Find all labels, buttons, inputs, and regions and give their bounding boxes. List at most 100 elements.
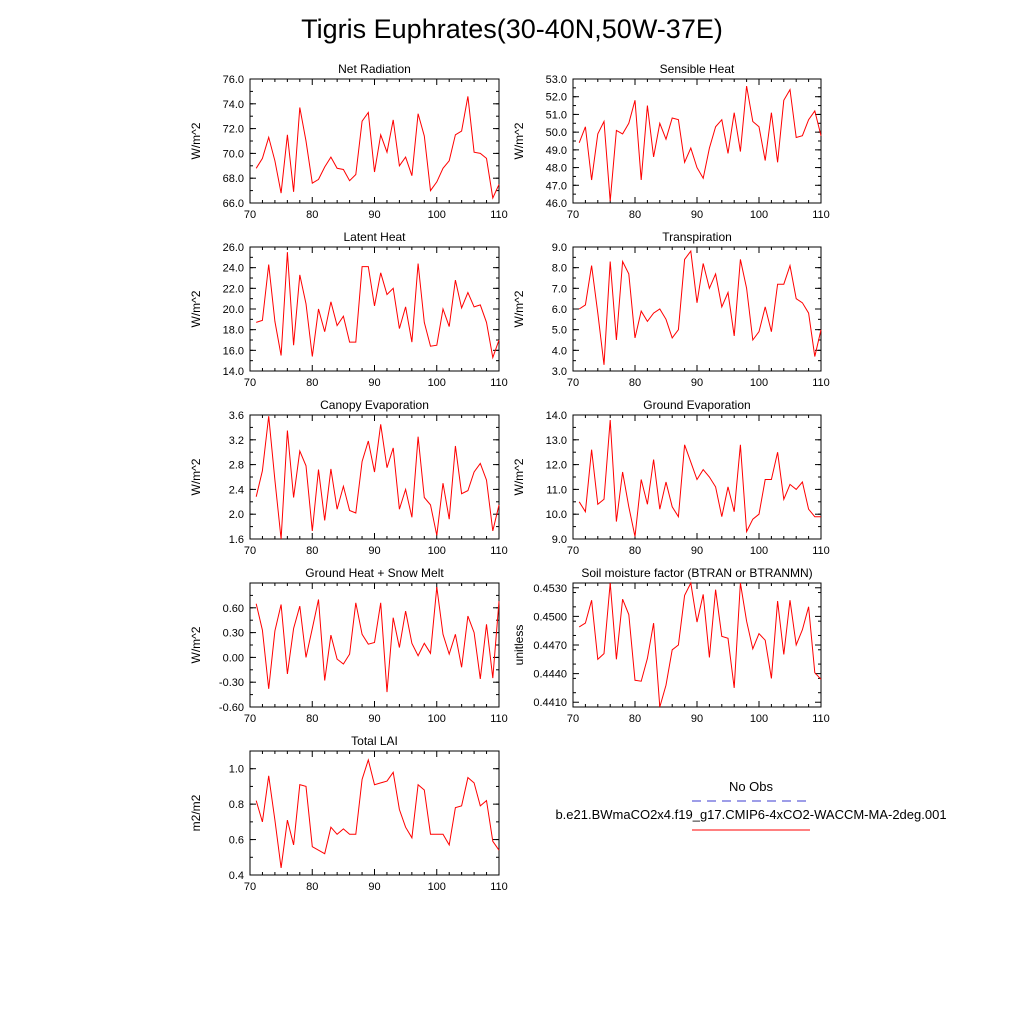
y-tick-label: 0.30 xyxy=(223,628,244,640)
plot-frame xyxy=(249,78,500,204)
chart-panels: Net Radiation W/m^2 70 80 90 100 110 66.0 68.0 70… xyxy=(189,62,830,893)
x-tick-label: 80 xyxy=(629,209,641,221)
x-tick-label: 100 xyxy=(428,713,446,725)
x-tick-label: 70 xyxy=(567,713,579,725)
chart-title: Sensible Heat xyxy=(660,62,735,76)
x-tick-label: 70 xyxy=(244,209,256,221)
series-line xyxy=(578,419,821,537)
y-tick-label: 13.0 xyxy=(546,435,567,447)
y-tick-label: 14.0 xyxy=(223,366,244,378)
y-tick-label: 24.0 xyxy=(223,263,244,275)
y-tick-label: 7.0 xyxy=(552,283,567,295)
series-line xyxy=(255,587,500,693)
y-tick-label: 70.0 xyxy=(223,148,244,160)
y-axis-label: W/m^2 xyxy=(189,290,203,327)
x-tick-label: 90 xyxy=(691,377,703,389)
plot-frame xyxy=(572,78,822,204)
x-tick-label: 110 xyxy=(490,377,508,389)
y-tick-label: 74.0 xyxy=(223,99,244,111)
x-tick-label: 110 xyxy=(812,377,830,389)
x-tick-label: 90 xyxy=(368,881,380,893)
x-tick-label: 90 xyxy=(368,377,380,389)
y-axis-label: W/m^2 xyxy=(189,122,203,159)
x-tick-label: 100 xyxy=(750,713,768,725)
chart-panel-total-lai: Total LAI m2/m2 70 80 90 100 110 0.4 0.6 0.8 1.0 xyxy=(189,734,508,893)
y-tick-label: 18.0 xyxy=(223,325,244,337)
y-tick-label: 0.4530 xyxy=(533,583,567,595)
legend: No Obs b.e21.BWmaCO2x4.f19_g17.CMIP6-4xC… xyxy=(555,779,947,831)
y-tick-label: 26.0 xyxy=(223,242,244,254)
legend-label-model-run: b.e21.BWmaCO2x4.f19_g17.CMIP6-4xCO2-WACC… xyxy=(555,807,946,822)
y-tick-label: 53.0 xyxy=(546,74,567,86)
chart-panel-canopy-evaporation: Canopy Evaporation W/m^2 70 80 90 100 110 1.6 2.… xyxy=(189,398,508,557)
x-tick-label: 110 xyxy=(490,209,508,221)
chart-title: Total LAI xyxy=(351,734,398,748)
y-tick-label: 16.0 xyxy=(223,345,244,357)
y-tick-label: 46.0 xyxy=(546,198,567,210)
y-tick-label: -0.60 xyxy=(219,702,244,714)
chart-title: Soil moisture factor (BTRAN or BTRANMN) xyxy=(581,566,812,580)
y-tick-label: 8.0 xyxy=(552,263,567,275)
y-tick-label: 0.6 xyxy=(229,835,244,847)
y-tick-label: 4.0 xyxy=(552,345,567,357)
chart-title: Ground Heat + Snow Melt xyxy=(305,566,444,580)
y-tick-label: 0.8 xyxy=(229,799,244,811)
y-tick-label: 2.4 xyxy=(229,484,244,496)
x-tick-label: 70 xyxy=(244,713,256,725)
y-tick-label: 9.0 xyxy=(552,534,567,546)
y-tick-label: 0.60 xyxy=(223,603,244,615)
x-tick-label: 70 xyxy=(244,881,256,893)
x-tick-label: 70 xyxy=(567,209,579,221)
y-tick-label: 0.4410 xyxy=(533,697,567,709)
y-tick-label: 20.0 xyxy=(223,304,244,316)
y-tick-label: 51.0 xyxy=(546,109,567,121)
series-line xyxy=(255,416,500,540)
x-tick-label: 80 xyxy=(306,713,318,725)
x-tick-label: 110 xyxy=(490,713,508,725)
y-tick-label: 0.00 xyxy=(223,652,244,664)
page-title: Tigris Euphrates(30-40N,50W-37E) xyxy=(301,14,723,44)
chart-title: Ground Evaporation xyxy=(643,398,750,412)
y-axis-label: W/m^2 xyxy=(512,122,526,159)
x-tick-label: 110 xyxy=(812,545,830,557)
y-tick-label: 0.4440 xyxy=(533,669,567,681)
x-tick-label: 90 xyxy=(368,713,380,725)
x-tick-label: 90 xyxy=(368,209,380,221)
legend-label-no-obs: No Obs xyxy=(729,779,774,794)
x-tick-label: 70 xyxy=(244,377,256,389)
y-tick-label: 3.0 xyxy=(552,366,567,378)
chart-panel-ground-evaporation: Ground Evaporation W/m^2 70 80 90 100 110 9.0 10… xyxy=(512,398,830,557)
x-tick-label: 80 xyxy=(306,881,318,893)
x-tick-label: 70 xyxy=(244,545,256,557)
plot-frame xyxy=(572,582,822,708)
y-tick-label: 0.4 xyxy=(229,870,244,882)
y-tick-label: -0.30 xyxy=(219,677,244,689)
y-tick-label: 72.0 xyxy=(223,124,244,136)
y-tick-label: 22.0 xyxy=(223,283,244,295)
y-tick-label: 0.4470 xyxy=(533,640,567,652)
y-tick-label: 68.0 xyxy=(223,173,244,185)
x-tick-label: 80 xyxy=(629,545,641,557)
y-axis-label: m2/m2 xyxy=(189,794,203,831)
plot-frame xyxy=(249,750,500,876)
y-tick-label: 47.0 xyxy=(546,180,567,192)
y-tick-label: 3.2 xyxy=(229,435,244,447)
y-tick-label: 52.0 xyxy=(546,92,567,104)
x-tick-label: 90 xyxy=(691,713,703,725)
x-tick-label: 90 xyxy=(368,545,380,557)
x-tick-label: 100 xyxy=(428,209,446,221)
x-tick-label: 90 xyxy=(691,209,703,221)
y-axis-label: W/m^2 xyxy=(512,290,526,327)
x-tick-label: 80 xyxy=(629,713,641,725)
y-tick-label: 12.0 xyxy=(546,460,567,472)
x-tick-label: 100 xyxy=(750,545,768,557)
y-tick-label: 48.0 xyxy=(546,163,567,175)
chart-panel-sensible-heat: Sensible Heat W/m^2 70 80 90 100 110 46.0 47.0 48… xyxy=(512,62,830,221)
x-tick-label: 70 xyxy=(567,377,579,389)
x-tick-label: 100 xyxy=(750,377,768,389)
y-tick-label: 0.4500 xyxy=(533,611,567,623)
x-tick-label: 100 xyxy=(428,545,446,557)
x-tick-label: 80 xyxy=(306,377,318,389)
y-tick-label: 9.0 xyxy=(552,242,567,254)
